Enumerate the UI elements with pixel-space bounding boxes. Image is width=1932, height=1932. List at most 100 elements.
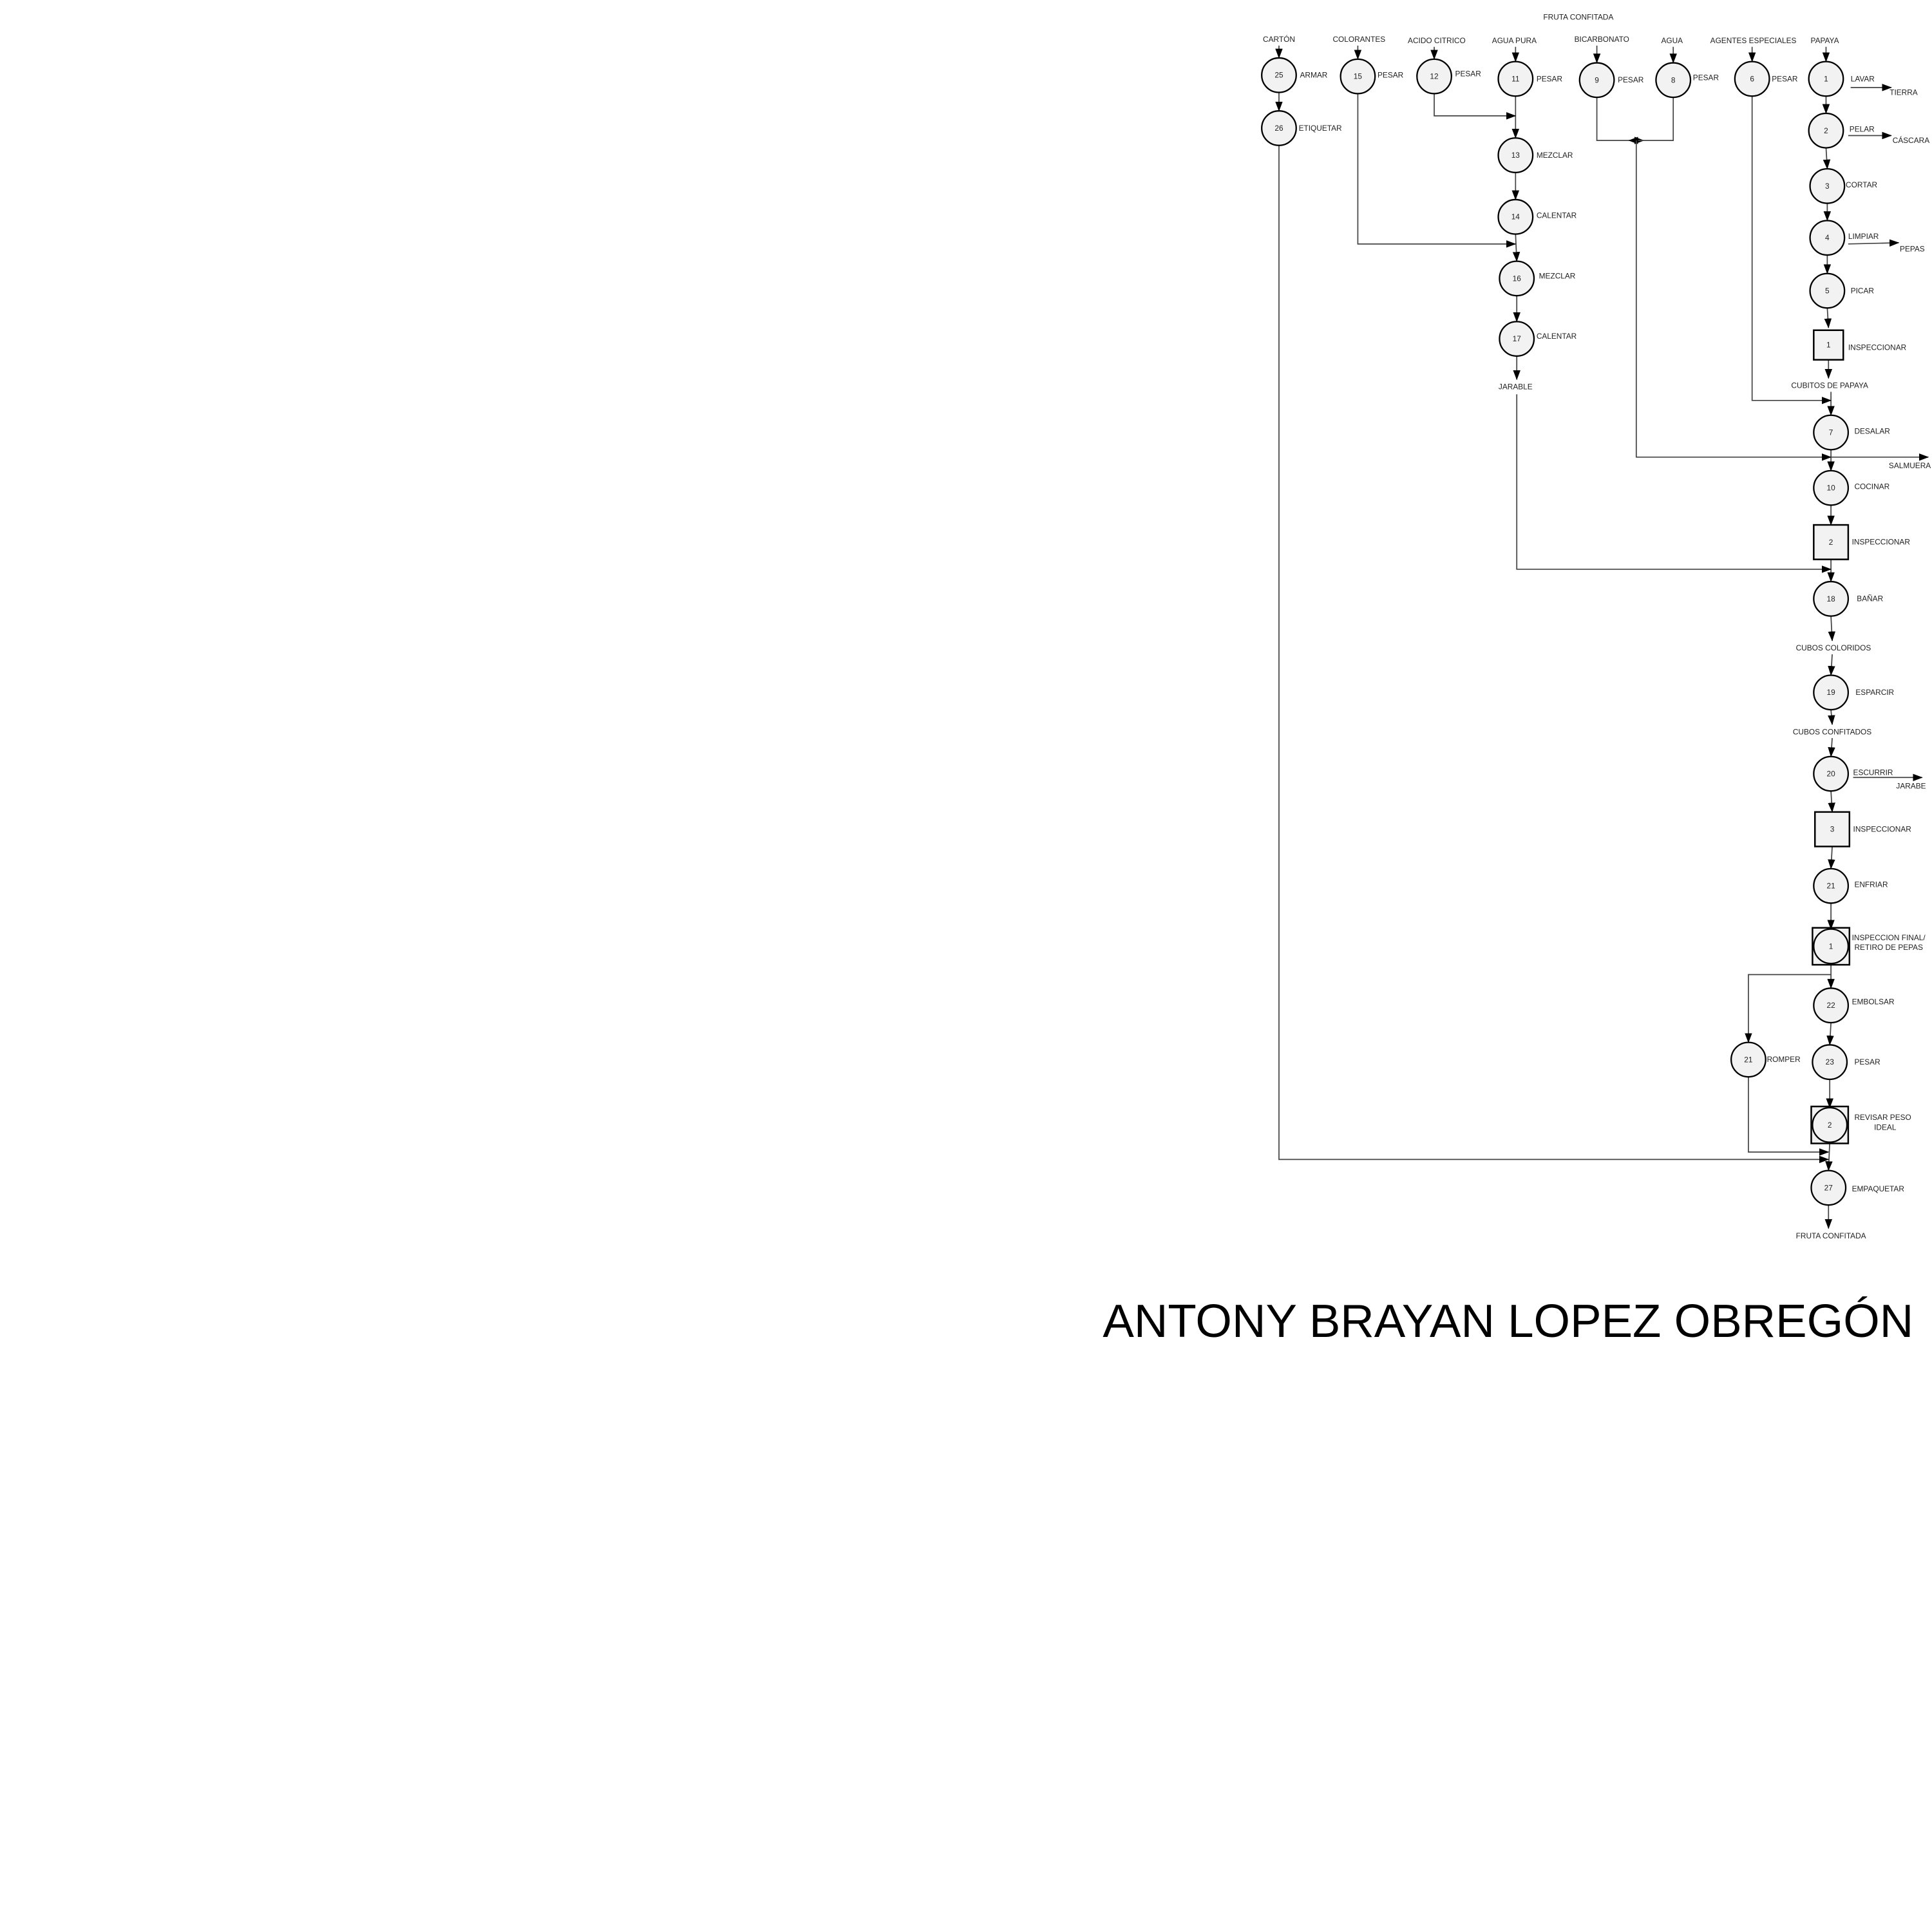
flow-arrow [1828,791,1835,813]
node-number: 7 [1829,428,1833,437]
input-material-label: COLORANTES [1332,35,1385,44]
node-number: 16 [1513,274,1522,283]
node-operation: 11 [1497,61,1534,97]
node-number: 27 [1824,1183,1833,1192]
operation-circle [1813,580,1850,617]
diagram-title: FRUTA CONFITADA [1543,13,1613,22]
flow-arrow [1512,234,1520,262]
node-label: CALENTAR [1537,211,1577,220]
node-label: PICAR [1851,286,1875,295]
operation-circle [1809,167,1846,204]
node-operation: 20 [1813,755,1850,792]
operation-circle [1499,321,1535,357]
join-line [1278,145,1830,1164]
operation-circle [1813,469,1850,506]
node-number: 18 [1827,594,1836,603]
operation-circle [1809,220,1846,256]
output-arrow [1848,239,1900,247]
node-label: INSPECCIONAR [1848,343,1907,352]
input-material-label: AGENTES ESPECIALES [1710,36,1797,45]
node-label: PESAR [1618,75,1644,84]
node-number: 21 [1827,882,1836,891]
node-operation: 21 [1813,867,1850,904]
flow-arrow [1828,654,1835,676]
output-waste-label: PEPAS [1900,244,1925,253]
operation-circle [1416,58,1452,95]
node-label: IDEAL [1874,1122,1897,1132]
input-material-label: ACIDO CITRICO [1408,36,1466,45]
node-number: 17 [1513,334,1521,343]
flow-arrow [1828,709,1835,725]
node-label: LAVAR [1851,74,1875,83]
operation-circle [1813,987,1850,1024]
node-label: PESAR [1378,71,1404,80]
node-label: ESPARCIR [1855,688,1894,697]
node-operation: 12 [1416,58,1452,95]
node-label: INSPECCIONAR [1852,538,1911,547]
node-label: PESAR [1537,74,1563,83]
node-operation: 2 [1808,112,1844,149]
output-waste-label: JARABE [1896,781,1926,790]
node-label: MEZCLAR [1537,151,1573,160]
node-operation: 25 [1261,57,1297,93]
node-label: PESAR [1772,74,1798,83]
input-material-label: AGUA PURA [1492,36,1537,45]
node-operation: 15 [1340,58,1376,95]
flow-arrow [1828,846,1835,869]
node-operation: 22 [1813,987,1850,1024]
node-number: 23 [1826,1057,1835,1066]
branch-line [1745,974,1832,1043]
node-inspection: 2 [1813,524,1850,560]
join-line [1516,394,1832,573]
operation-circle [1808,112,1844,149]
intermediate-product-label: CUBOS CONFITADOS [1793,727,1871,736]
operation-circle [1497,198,1534,235]
node-number: 12 [1430,72,1438,81]
operation-circle [1734,61,1770,97]
node-operation: 17 [1499,321,1535,357]
join-line [1748,1077,1830,1156]
operation-circle [1810,1170,1847,1206]
node-label: MEZCLAR [1539,271,1576,280]
operation-circle [1499,260,1535,297]
intermediate-product-label: FRUTA CONFITADA [1796,1231,1866,1240]
operation-circle [1813,755,1850,792]
node-number: 9 [1595,75,1599,84]
node-number: 13 [1511,151,1520,160]
flow-arrow [1828,737,1835,757]
node-operation: 10 [1813,469,1850,506]
node-operation: 14 [1497,198,1534,235]
node-number: 25 [1274,71,1283,80]
node-number: 11 [1511,74,1520,83]
node-number: 6 [1750,74,1754,83]
node-operation: 7 [1813,414,1850,451]
node-label: CORTAR [1846,180,1877,189]
node-label: INSPECCION FINAL/ [1852,933,1926,942]
operation-circle [1808,61,1844,97]
intermediate-product-label: CUBITOS DE PAPAYA [1791,381,1868,390]
node-label: PESAR [1854,1057,1880,1066]
input-material-label: BICARBONATO [1575,35,1629,44]
node-number: 21 [1744,1055,1753,1064]
node-label: RETIRO DE PEPAS [1854,943,1923,952]
node-number: 22 [1827,1001,1835,1010]
node-number: 2 [1828,1121,1832,1130]
node-operation: 19 [1813,674,1850,711]
operation-circle [1812,1044,1848,1081]
join-line [1357,93,1517,248]
operation-circle [1340,58,1376,95]
operation-circle [1261,110,1297,146]
node-label: CALENTAR [1537,332,1577,341]
inspection-square [1813,329,1844,361]
input-material-label: AGUA [1661,36,1683,45]
operation-circle [1813,414,1850,451]
node-label: BAÑAR [1857,594,1883,603]
node-operation: 3 [1809,167,1846,204]
node-number: 3 [1825,182,1830,191]
node-label: LIMPIAR [1848,232,1879,241]
flow-arrow [1826,1022,1834,1046]
node-number: 14 [1511,213,1520,222]
node-operation: 18 [1813,580,1850,617]
inspection-square [1814,811,1851,848]
node-operation: 23 [1812,1044,1848,1081]
